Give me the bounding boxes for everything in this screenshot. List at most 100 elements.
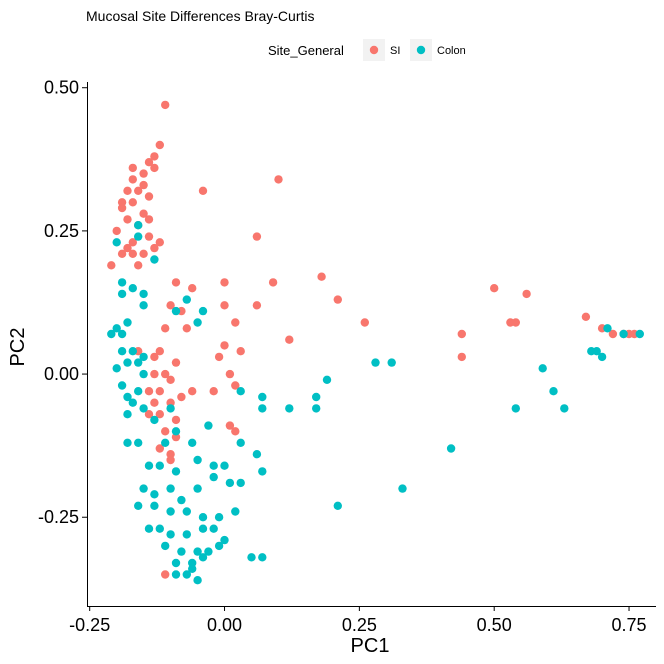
x-tick-label: 0.50 xyxy=(477,615,512,635)
data-point xyxy=(220,301,229,310)
data-point xyxy=(150,490,159,499)
data-point xyxy=(387,358,396,367)
data-point xyxy=(220,535,229,545)
data-point xyxy=(123,186,132,195)
series-si xyxy=(107,100,639,579)
data-point xyxy=(198,553,208,562)
data-point xyxy=(150,255,159,264)
data-point xyxy=(171,278,181,287)
data-point xyxy=(193,576,202,585)
data-point xyxy=(317,272,326,281)
data-point xyxy=(457,352,466,362)
data-point xyxy=(166,455,175,465)
data-point xyxy=(117,278,127,287)
data-point xyxy=(134,221,143,230)
data-point xyxy=(166,530,175,539)
data-point xyxy=(209,387,218,396)
y-axis-title: PC2 xyxy=(7,328,29,367)
data-point xyxy=(117,203,127,213)
data-point xyxy=(220,278,229,287)
data-point xyxy=(312,392,321,402)
data-point xyxy=(204,421,213,430)
legend-label: Colon xyxy=(437,45,466,57)
data-point xyxy=(258,467,267,476)
data-point xyxy=(128,249,137,258)
data-point xyxy=(155,410,164,419)
data-point xyxy=(128,398,137,407)
data-point xyxy=(166,450,175,459)
data-point xyxy=(161,438,170,447)
data-point xyxy=(161,570,170,579)
data-point xyxy=(150,352,159,362)
data-point xyxy=(236,347,245,356)
data-point xyxy=(188,438,197,447)
data-point xyxy=(144,410,154,419)
data-point xyxy=(112,324,121,333)
y-tick-label: 0.25 xyxy=(44,221,79,241)
data-point xyxy=(188,558,197,568)
data-point xyxy=(123,358,132,367)
data-point xyxy=(549,387,558,396)
data-point xyxy=(220,461,229,470)
plot-area: -0.25 0.00 0.25 0.50 0.75 -0.25 0.00 0.25 0.50 xyxy=(38,78,656,635)
data-point xyxy=(150,243,159,253)
data-point xyxy=(182,570,191,579)
data-point xyxy=(236,387,245,396)
legend-label: SI xyxy=(390,45,400,57)
data-point xyxy=(171,427,181,436)
data-point xyxy=(134,501,143,510)
data-point xyxy=(209,461,218,470)
data-point xyxy=(155,140,164,150)
data-point xyxy=(312,404,321,413)
data-point xyxy=(139,301,148,310)
data-point xyxy=(117,381,127,390)
data-point xyxy=(171,358,181,367)
data-point xyxy=(198,186,208,195)
data-point xyxy=(117,347,127,356)
data-point xyxy=(225,369,235,379)
data-point xyxy=(171,467,181,476)
x-axis-title: PC1 xyxy=(351,635,390,657)
data-point xyxy=(150,163,159,173)
data-point xyxy=(333,501,342,510)
data-point xyxy=(144,387,154,396)
data-point xyxy=(597,352,607,362)
data-point xyxy=(258,392,267,402)
data-point xyxy=(236,438,245,447)
data-point xyxy=(139,369,148,379)
data-point xyxy=(155,444,164,453)
data-point xyxy=(608,329,618,339)
data-point xyxy=(150,369,159,379)
data-point xyxy=(333,295,342,304)
data-point xyxy=(161,541,170,551)
data-point xyxy=(134,232,143,241)
data-point xyxy=(123,392,132,402)
data-point xyxy=(214,513,224,522)
data-point xyxy=(134,358,143,367)
data-point xyxy=(166,375,175,384)
data-point xyxy=(231,507,240,516)
data-point xyxy=(225,421,235,430)
data-point xyxy=(139,209,148,218)
data-point xyxy=(139,180,148,190)
data-point xyxy=(193,318,202,327)
data-point xyxy=(322,375,332,384)
data-point xyxy=(161,427,170,436)
data-point xyxy=(155,347,164,356)
data-point xyxy=(446,444,456,453)
data-point xyxy=(177,547,186,556)
data-point xyxy=(128,347,137,356)
chart-title: Mucosal Site Differences Bray-Curtis xyxy=(86,8,314,24)
data-point xyxy=(112,238,121,247)
data-point xyxy=(155,524,164,533)
data-point xyxy=(182,530,191,539)
data-point xyxy=(150,501,159,510)
legend: Site_General SI Colon xyxy=(268,39,466,61)
data-point xyxy=(117,329,127,339)
legend-key-swatch xyxy=(416,45,426,55)
data-point xyxy=(182,324,191,333)
data-point xyxy=(231,381,240,390)
data-point xyxy=(117,249,127,258)
data-point xyxy=(128,238,137,247)
